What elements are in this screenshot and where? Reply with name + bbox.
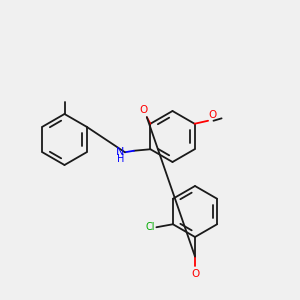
Text: N: N — [116, 147, 124, 157]
Text: H: H — [117, 154, 124, 164]
Text: O: O — [191, 269, 199, 279]
Text: O: O — [209, 110, 217, 120]
Text: O: O — [139, 105, 147, 115]
Text: Cl: Cl — [146, 222, 155, 232]
